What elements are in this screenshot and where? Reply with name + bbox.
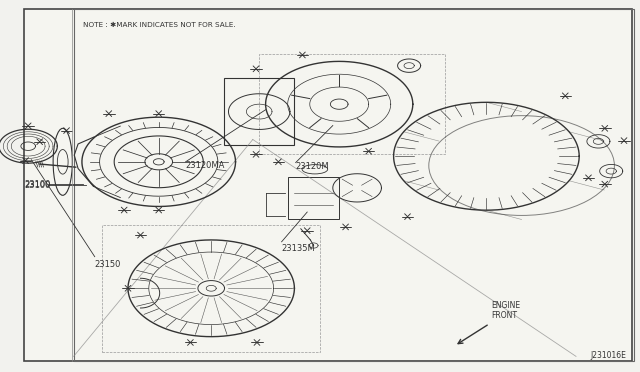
Text: 23135M: 23135M [282,244,316,253]
Text: 23120M: 23120M [296,162,330,171]
Text: 23150: 23150 [95,260,121,269]
Text: 23120MA: 23120MA [186,161,225,170]
Text: NOTE : ✱MARK INDICATES NOT FOR SALE.: NOTE : ✱MARK INDICATES NOT FOR SALE. [83,22,236,28]
Text: J231016E: J231016E [590,351,626,360]
Text: ENGINE
FRONT: ENGINE FRONT [492,301,521,320]
Text: 23100: 23100 [24,180,51,189]
Bar [74,9,634,361]
Text: 23100: 23100 [24,180,51,190]
